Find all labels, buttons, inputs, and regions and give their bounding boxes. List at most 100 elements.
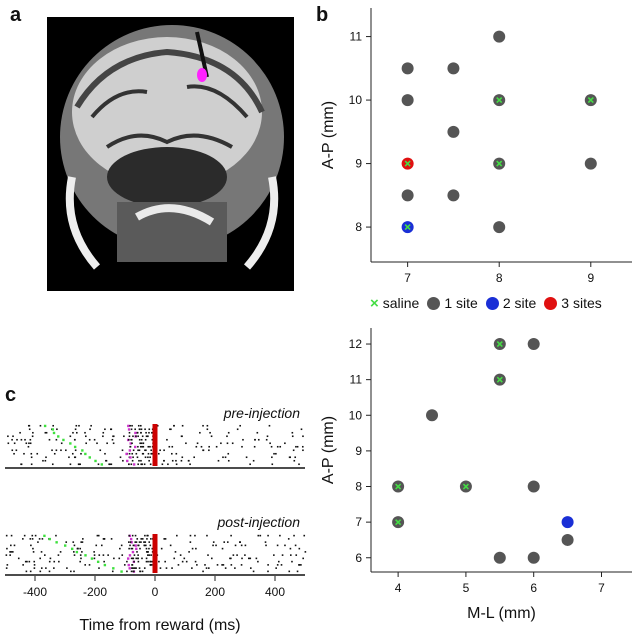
spike-tick: [19, 431, 21, 434]
spike-tick: [20, 463, 23, 466]
data-point: [527, 338, 540, 351]
spike-tick: [77, 463, 80, 466]
spike-tick: [132, 557, 135, 560]
spike-tick: [73, 570, 75, 573]
spike-tick: [302, 449, 304, 452]
spike-tick: [79, 547, 82, 550]
spike-tick: [202, 424, 204, 427]
spike-tick: [227, 459, 230, 462]
spike-tick: [76, 431, 78, 434]
spike-tick: [105, 459, 108, 462]
spike-tick: [45, 431, 48, 434]
spike-tick: [69, 463, 72, 466]
green-event: [120, 570, 123, 573]
spike-tick: [131, 442, 133, 445]
spike-tick: [239, 424, 241, 427]
spike-tick: [171, 567, 173, 569]
spike-tick: [33, 564, 36, 566]
spike-tick: [143, 544, 146, 547]
spike-tick: [141, 445, 144, 448]
spike-tick: [137, 424, 140, 427]
spike-tick: [48, 438, 51, 441]
spike-tick: [132, 435, 134, 438]
spike-tick: [107, 554, 109, 556]
spike-tick: [44, 459, 47, 462]
spike-tick: [291, 431, 294, 434]
spike-tick: [199, 431, 201, 434]
spike-tick: [134, 541, 137, 543]
spike-tick: [171, 452, 173, 455]
spike-tick: [132, 567, 135, 569]
spike-tick: [144, 541, 147, 543]
spike-tick: [112, 435, 115, 438]
spike-tick: [58, 560, 60, 563]
spike-tick: [296, 445, 299, 448]
spike-tick: [11, 551, 14, 553]
x-tick-label: 7: [598, 581, 605, 595]
mri-coronal-image: [47, 17, 294, 291]
green-event: [84, 452, 87, 456]
spike-tick: [98, 567, 100, 569]
spike-tick: [93, 551, 95, 553]
saline-mark: [404, 160, 411, 167]
spike-tick: [142, 442, 144, 445]
data-point: [426, 409, 439, 422]
spike-tick: [254, 438, 256, 441]
spike-tick: [239, 541, 241, 543]
spike-tick: [29, 442, 32, 445]
spike-tick: [31, 534, 34, 537]
spike-tick: [265, 544, 267, 547]
spike-tick: [10, 551, 13, 553]
spike-tick: [22, 564, 24, 566]
green-event: [75, 550, 79, 554]
spike-tick: [140, 538, 143, 540]
spike-tick: [257, 560, 259, 563]
spike-tick: [223, 541, 226, 543]
spike-tick: [74, 438, 76, 441]
spike-tick: [137, 554, 139, 556]
x-axis-label: Time from reward (ms): [79, 617, 240, 634]
spike-tick: [230, 557, 232, 560]
data-point: [561, 516, 574, 529]
spike-tick: [131, 567, 133, 569]
spike-tick: [23, 452, 25, 455]
spike-tick: [147, 560, 149, 563]
green-event: [64, 544, 67, 547]
spike-tick: [36, 452, 39, 455]
spike-tick: [164, 560, 166, 563]
spike-tick: [70, 570, 72, 573]
spike-tick: [150, 538, 152, 540]
spike-tick: [221, 547, 224, 550]
spike-tick: [29, 438, 32, 441]
spike-tick: [148, 431, 150, 434]
spike-tick: [135, 541, 138, 543]
spike-tick: [288, 456, 291, 459]
spike-tick: [104, 452, 106, 455]
spike-tick: [52, 424, 54, 427]
green-event: [103, 563, 107, 567]
spike-tick: [85, 442, 87, 445]
spike-tick: [72, 541, 75, 543]
spike-tick: [29, 570, 32, 573]
x-tick-label: 7: [404, 271, 411, 285]
spike-tick: [215, 445, 218, 448]
spike-tick: [104, 428, 106, 431]
magenta-event: [134, 544, 137, 547]
spike-tick: [145, 560, 148, 563]
spike-tick: [84, 564, 87, 566]
saline-mark: [496, 376, 503, 383]
spike-tick: [78, 424, 80, 427]
spike-tick: [74, 449, 77, 452]
spike-tick: [236, 554, 238, 556]
y-tick-label: 7: [355, 515, 362, 529]
spike-tick: [149, 564, 152, 566]
spike-tick: [185, 442, 187, 445]
spike-tick: [32, 551, 35, 553]
legend: × saline 1 site 2 site 3 sites: [370, 292, 602, 314]
spike-tick: [143, 567, 146, 569]
spike-tick: [139, 424, 142, 427]
spike-tick: [298, 564, 300, 566]
spike-tick: [160, 547, 163, 550]
spike-tick: [129, 424, 131, 427]
spike-tick: [202, 570, 204, 573]
